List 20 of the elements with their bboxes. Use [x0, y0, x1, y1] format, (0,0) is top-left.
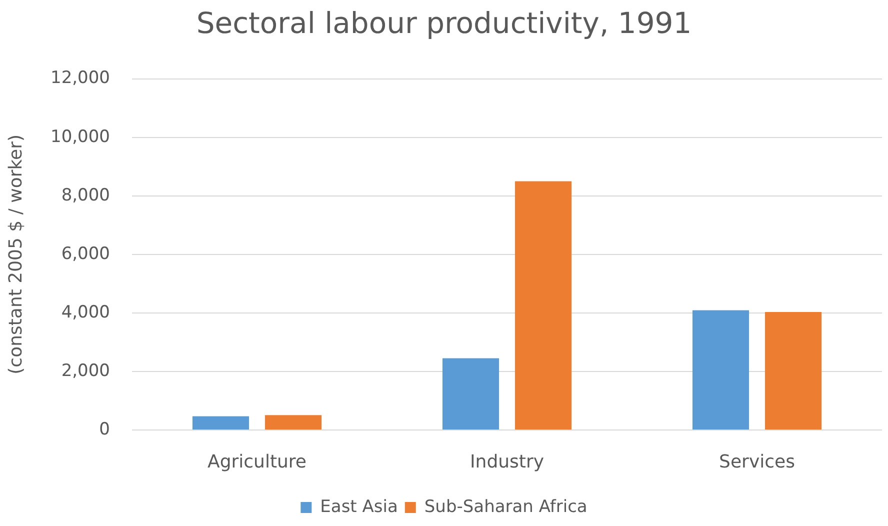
y-tick-label: 4,000	[61, 302, 110, 322]
legend-label: Sub-Saharan Africa	[424, 496, 588, 517]
y-tick-label: 10,000	[50, 126, 110, 147]
bar	[764, 312, 822, 430]
y-tick-label: 2,000	[61, 360, 110, 381]
bar	[192, 416, 250, 430]
y-tick-label: 0	[99, 419, 110, 440]
bar	[442, 358, 500, 430]
legend-label: East Asia	[320, 496, 398, 517]
bar	[514, 181, 572, 430]
x-tick-label: Agriculture	[208, 451, 306, 472]
bar	[692, 310, 750, 430]
y-axis-title: (constant 2005 $ / worker)	[5, 134, 26, 374]
x-tick-label: Services	[719, 451, 795, 472]
y-tick-label: 12,000	[50, 68, 110, 88]
bar	[264, 415, 322, 430]
x-tick-label: Industry	[470, 451, 544, 472]
y-tick-label: 6,000	[61, 244, 110, 264]
y-tick-label: 8,000	[61, 185, 110, 206]
chart-title: Sectoral labour productivity, 1991	[196, 6, 692, 40]
